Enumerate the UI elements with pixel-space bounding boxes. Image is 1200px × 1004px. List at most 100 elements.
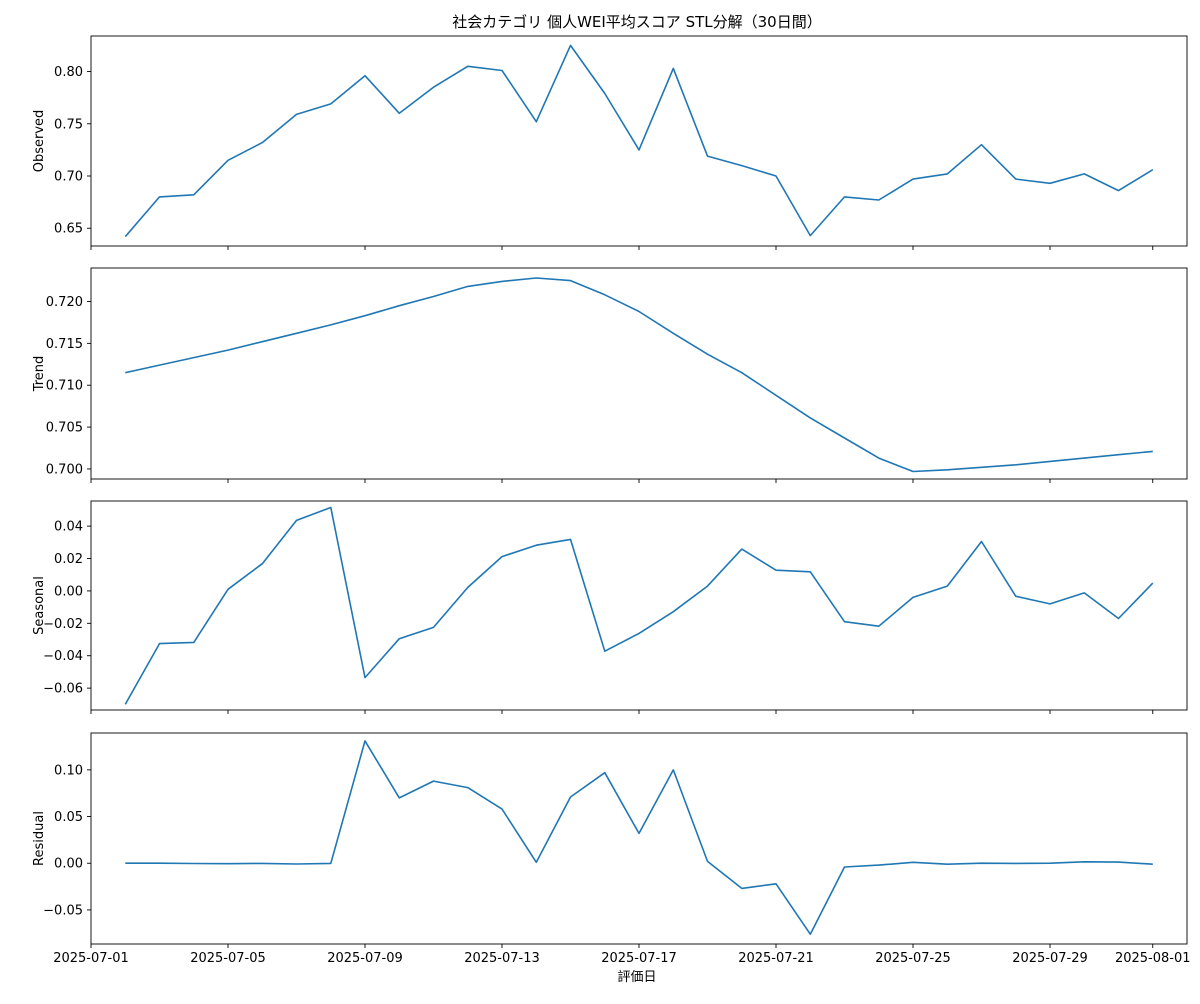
data-point	[878, 457, 880, 459]
y-tick-label: 0.00	[54, 857, 83, 872]
y-axis-label-seasonal: Seasonal	[32, 576, 47, 635]
data-point	[535, 120, 537, 122]
data-point	[638, 632, 640, 634]
data-point	[124, 235, 126, 237]
data-point	[330, 103, 332, 105]
data-point	[775, 175, 777, 177]
data-point	[912, 596, 914, 598]
data-point	[878, 864, 880, 866]
data-point	[1083, 457, 1085, 459]
x-axis-label: 評価日	[617, 970, 656, 985]
data-point	[193, 356, 195, 358]
y-tick-label: 0.80	[54, 65, 83, 80]
data-point	[741, 548, 743, 550]
data-point	[535, 544, 537, 546]
data-point	[946, 469, 948, 471]
data-point	[672, 610, 674, 612]
plot-frame	[90, 267, 1188, 480]
data-point	[672, 332, 674, 334]
data-point	[398, 112, 400, 114]
y-axis-label-observed: Observed	[32, 110, 47, 173]
data-point	[1117, 189, 1119, 191]
data-point	[569, 44, 571, 46]
data-point	[1117, 617, 1119, 619]
data-point	[193, 862, 195, 864]
data-point	[501, 555, 503, 557]
y-tick-label: 0.02	[54, 552, 83, 567]
data-point	[604, 92, 606, 94]
data-point	[1117, 454, 1119, 456]
data-point	[775, 394, 777, 396]
y-tick-label: 0.70	[54, 170, 83, 185]
y-tick-label: −0.02	[43, 617, 83, 632]
data-point	[980, 143, 982, 145]
data-point	[467, 65, 469, 67]
data-point	[227, 588, 229, 590]
data-point	[912, 178, 914, 180]
data-point	[1152, 169, 1154, 171]
x-tick-label: 2025-07-17	[601, 951, 677, 966]
y-tick-label: 0.715	[46, 337, 83, 352]
data-point	[501, 69, 503, 71]
data-point	[809, 933, 811, 935]
data-point	[158, 642, 160, 644]
chart-title: 社会カテゴリ 個人WEI平均スコア STL分解（30日間）	[452, 13, 821, 31]
data-point	[878, 199, 880, 201]
data-point	[638, 310, 640, 312]
data-point	[158, 196, 160, 198]
data-point	[1152, 450, 1154, 452]
data-point	[706, 585, 708, 587]
y-tick-label: 0.05	[54, 810, 83, 825]
data-point	[364, 740, 366, 742]
data-point	[467, 586, 469, 588]
panels: 0.650.700.750.80Observed0.7000.7050.7100…	[32, 35, 1191, 966]
data-point	[432, 86, 434, 88]
panel-observed: 0.65 0.70 0.75 0.80 Observed	[32, 35, 1188, 250]
x-tick-label: 2025-07-29	[1012, 951, 1088, 966]
data-point	[809, 234, 811, 236]
y-tick-label: −0.06	[43, 682, 83, 697]
data-point	[295, 863, 297, 865]
data-point	[1015, 862, 1017, 864]
data-point	[980, 540, 982, 542]
data-point	[1083, 592, 1085, 594]
data-point	[912, 861, 914, 863]
data-point	[706, 353, 708, 355]
data-point	[295, 332, 297, 334]
data-point	[261, 141, 263, 143]
data-point	[295, 519, 297, 521]
data-point	[809, 571, 811, 573]
y-tick-label: −0.04	[43, 649, 83, 664]
data-point	[432, 780, 434, 782]
data-point	[1083, 861, 1085, 863]
data-point	[158, 862, 160, 864]
data-point	[638, 832, 640, 834]
data-point	[1015, 178, 1017, 180]
data-point	[193, 194, 195, 196]
data-point	[843, 621, 845, 623]
data-point	[193, 641, 195, 643]
y-tick-label: 0.75	[54, 117, 83, 132]
data-point	[980, 862, 982, 864]
data-point	[809, 417, 811, 419]
data-point	[741, 371, 743, 373]
data-point	[227, 863, 229, 865]
data-point	[604, 294, 606, 296]
data-point	[432, 295, 434, 297]
series-line-residual	[125, 740, 1153, 936]
y-tick-label: 0.00	[54, 584, 83, 599]
data-point	[364, 315, 366, 317]
data-point	[398, 304, 400, 306]
data-point	[741, 887, 743, 889]
data-point	[158, 364, 160, 366]
data-point	[1049, 862, 1051, 864]
data-point	[330, 506, 332, 508]
y-tick-label: −0.05	[43, 903, 83, 918]
data-point	[638, 149, 640, 151]
data-point	[569, 538, 571, 540]
data-point	[124, 371, 126, 373]
y-tick-label: 0.04	[54, 520, 83, 535]
data-point	[295, 113, 297, 115]
data-point	[946, 585, 948, 587]
